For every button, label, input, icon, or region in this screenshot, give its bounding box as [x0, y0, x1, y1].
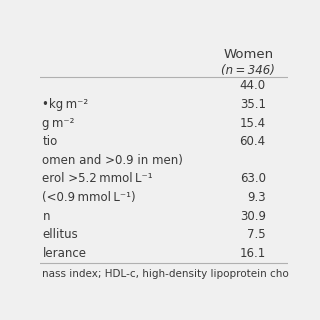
Text: (<0.9 mmol L⁻¹): (<0.9 mmol L⁻¹) — [43, 191, 136, 204]
Text: g m⁻²: g m⁻² — [43, 116, 75, 130]
Text: 60.4: 60.4 — [240, 135, 266, 148]
Text: erol >5.2 mmol L⁻¹: erol >5.2 mmol L⁻¹ — [43, 172, 153, 185]
Text: 16.1: 16.1 — [239, 247, 266, 260]
Text: n: n — [43, 210, 50, 223]
Text: nass index; HDL-c, high-density lipoprotein cho: nass index; HDL-c, high-density lipoprot… — [43, 269, 289, 279]
Text: lerance: lerance — [43, 247, 86, 260]
Text: 63.0: 63.0 — [240, 172, 266, 185]
Text: 15.4: 15.4 — [240, 116, 266, 130]
Text: 44.0: 44.0 — [240, 79, 266, 92]
Text: •kg m⁻²: •kg m⁻² — [43, 98, 89, 111]
Text: omen and >0.9 in men): omen and >0.9 in men) — [43, 154, 183, 167]
Text: ellitus: ellitus — [43, 228, 78, 241]
Text: tio: tio — [43, 135, 58, 148]
Text: 7.5: 7.5 — [247, 228, 266, 241]
Text: Women: Women — [223, 48, 273, 61]
Text: (n = 346): (n = 346) — [221, 64, 275, 77]
Text: 9.3: 9.3 — [247, 191, 266, 204]
Text: 35.1: 35.1 — [240, 98, 266, 111]
Text: 30.9: 30.9 — [240, 210, 266, 223]
